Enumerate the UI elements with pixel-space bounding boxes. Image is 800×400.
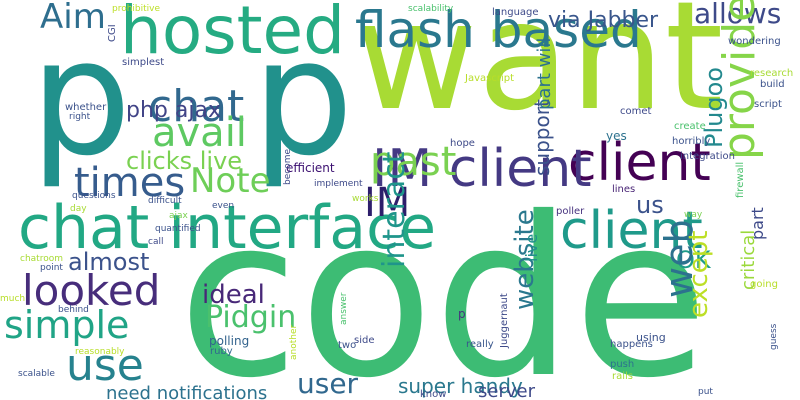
cloud-word: use: [66, 340, 144, 391]
cloud-word: polling: [209, 334, 250, 348]
cloud-word: IM client: [372, 139, 592, 199]
cloud-word: ideal: [202, 280, 265, 310]
cloud-word: happens: [610, 339, 653, 350]
cloud-word: integration: [680, 151, 735, 162]
cloud-word: script: [754, 99, 782, 110]
cloud-word: going: [750, 279, 778, 290]
cloud-word: day: [70, 204, 87, 214]
cloud-word: want: [355, 0, 724, 144]
cloud-word: super handy: [398, 374, 523, 398]
cloud-word: almost: [68, 248, 150, 276]
cloud-word: allows: [694, 0, 782, 30]
cloud-word: Note: [190, 161, 271, 201]
cloud-word: CGI: [107, 24, 118, 42]
cloud-word: simple: [4, 303, 130, 347]
cloud-word: poller: [556, 206, 585, 217]
cloud-word: except: [684, 230, 714, 318]
cloud-word: guess: [769, 323, 779, 350]
cloud-word: Juggernaut: [499, 293, 510, 348]
cloud-word: server: [478, 381, 535, 400]
cloud-word: times: [74, 160, 186, 206]
cloud-word: flash based: [355, 1, 642, 59]
cloud-word: implement: [314, 179, 363, 189]
cloud-word: put: [698, 387, 713, 397]
cloud-word: user: [297, 367, 359, 400]
cloud-word: scalable: [18, 369, 55, 379]
cloud-word: code: [178, 170, 709, 400]
cloud-word: difficult: [148, 196, 182, 206]
cloud-word: push: [610, 359, 635, 370]
cloud-word: provide: [714, 0, 765, 160]
cloud-word: p: [252, 4, 354, 191]
cloud-word: OK: [676, 246, 711, 274]
cloud-word: ruby: [210, 346, 233, 357]
cloud-word: lines: [612, 184, 636, 195]
cloud-word: ajax: [169, 211, 188, 221]
cloud-word: us: [636, 191, 664, 219]
cloud-word: firewall: [735, 161, 746, 198]
cloud-word: really: [466, 339, 494, 350]
cloud-word: works: [352, 194, 379, 204]
cloud-word: comet: [620, 106, 652, 117]
cloud-word: whether: [65, 102, 107, 113]
cloud-word: know: [420, 389, 447, 400]
cloud-word: Javascript: [465, 73, 514, 84]
cloud-word: scalability: [408, 4, 454, 14]
cloud-word: live: [522, 233, 541, 262]
cloud-word: hope: [450, 138, 475, 149]
cloud-word: chat interface: [18, 193, 436, 263]
cloud-word: chatroom: [20, 254, 63, 264]
cloud-word: call: [148, 237, 164, 247]
cloud-word: quantified: [155, 224, 201, 234]
cloud-word: yes: [606, 129, 627, 143]
cloud-word: IM: [364, 180, 411, 226]
cloud-word: php ajax: [126, 98, 221, 123]
cloud-word: efficient: [286, 161, 335, 175]
cloud-word: p: [458, 307, 466, 321]
cloud-word: point: [40, 263, 63, 273]
cloud-word: p: [30, 4, 132, 191]
cloud-word: interact: [377, 151, 412, 268]
cloud-word: right: [69, 112, 91, 122]
cloud-word: clicks live: [126, 147, 243, 175]
cloud-word: prohibitive: [112, 4, 161, 14]
cloud-word: hosted: [120, 0, 345, 69]
cloud-word: support: [530, 99, 554, 176]
cloud-word: client: [568, 133, 711, 193]
cloud-word: horribly: [672, 136, 711, 147]
cloud-word: simplest: [122, 57, 165, 68]
cloud-word: looked: [22, 266, 161, 315]
cloud-word: client: [560, 201, 703, 261]
cloud-word: using: [636, 331, 666, 344]
cloud-word: even: [212, 201, 235, 211]
cloud-word: research: [750, 68, 794, 79]
cloud-word: build: [760, 79, 785, 90]
cloud-word: wondering: [728, 36, 781, 47]
cloud-word: language: [492, 7, 539, 18]
cloud-word: two: [338, 340, 357, 351]
cloud-word: behind: [58, 305, 89, 315]
cloud-word: answer: [339, 292, 349, 325]
cloud-word: Pidgin: [205, 300, 297, 335]
cloud-word: way: [684, 210, 703, 220]
cloud-word: create: [674, 121, 706, 132]
cloud-word: past: [370, 139, 457, 185]
cloud-word: avail: [152, 110, 247, 156]
cloud-word: need notifications: [106, 383, 268, 400]
cloud-word: rails: [612, 371, 634, 382]
cloud-word: side: [354, 335, 375, 346]
cloud-word: another: [289, 324, 299, 360]
cloud-word: Aim: [40, 0, 106, 37]
cloud-word: part will: [534, 37, 555, 110]
cloud-word: reasonably: [75, 347, 125, 357]
cloud-word: much: [0, 294, 26, 304]
cloud-word: become: [283, 148, 293, 185]
cloud-word: chat: [148, 81, 245, 132]
cloud-word: via Jabber: [548, 8, 659, 33]
cloud-word: questions: [72, 191, 116, 201]
